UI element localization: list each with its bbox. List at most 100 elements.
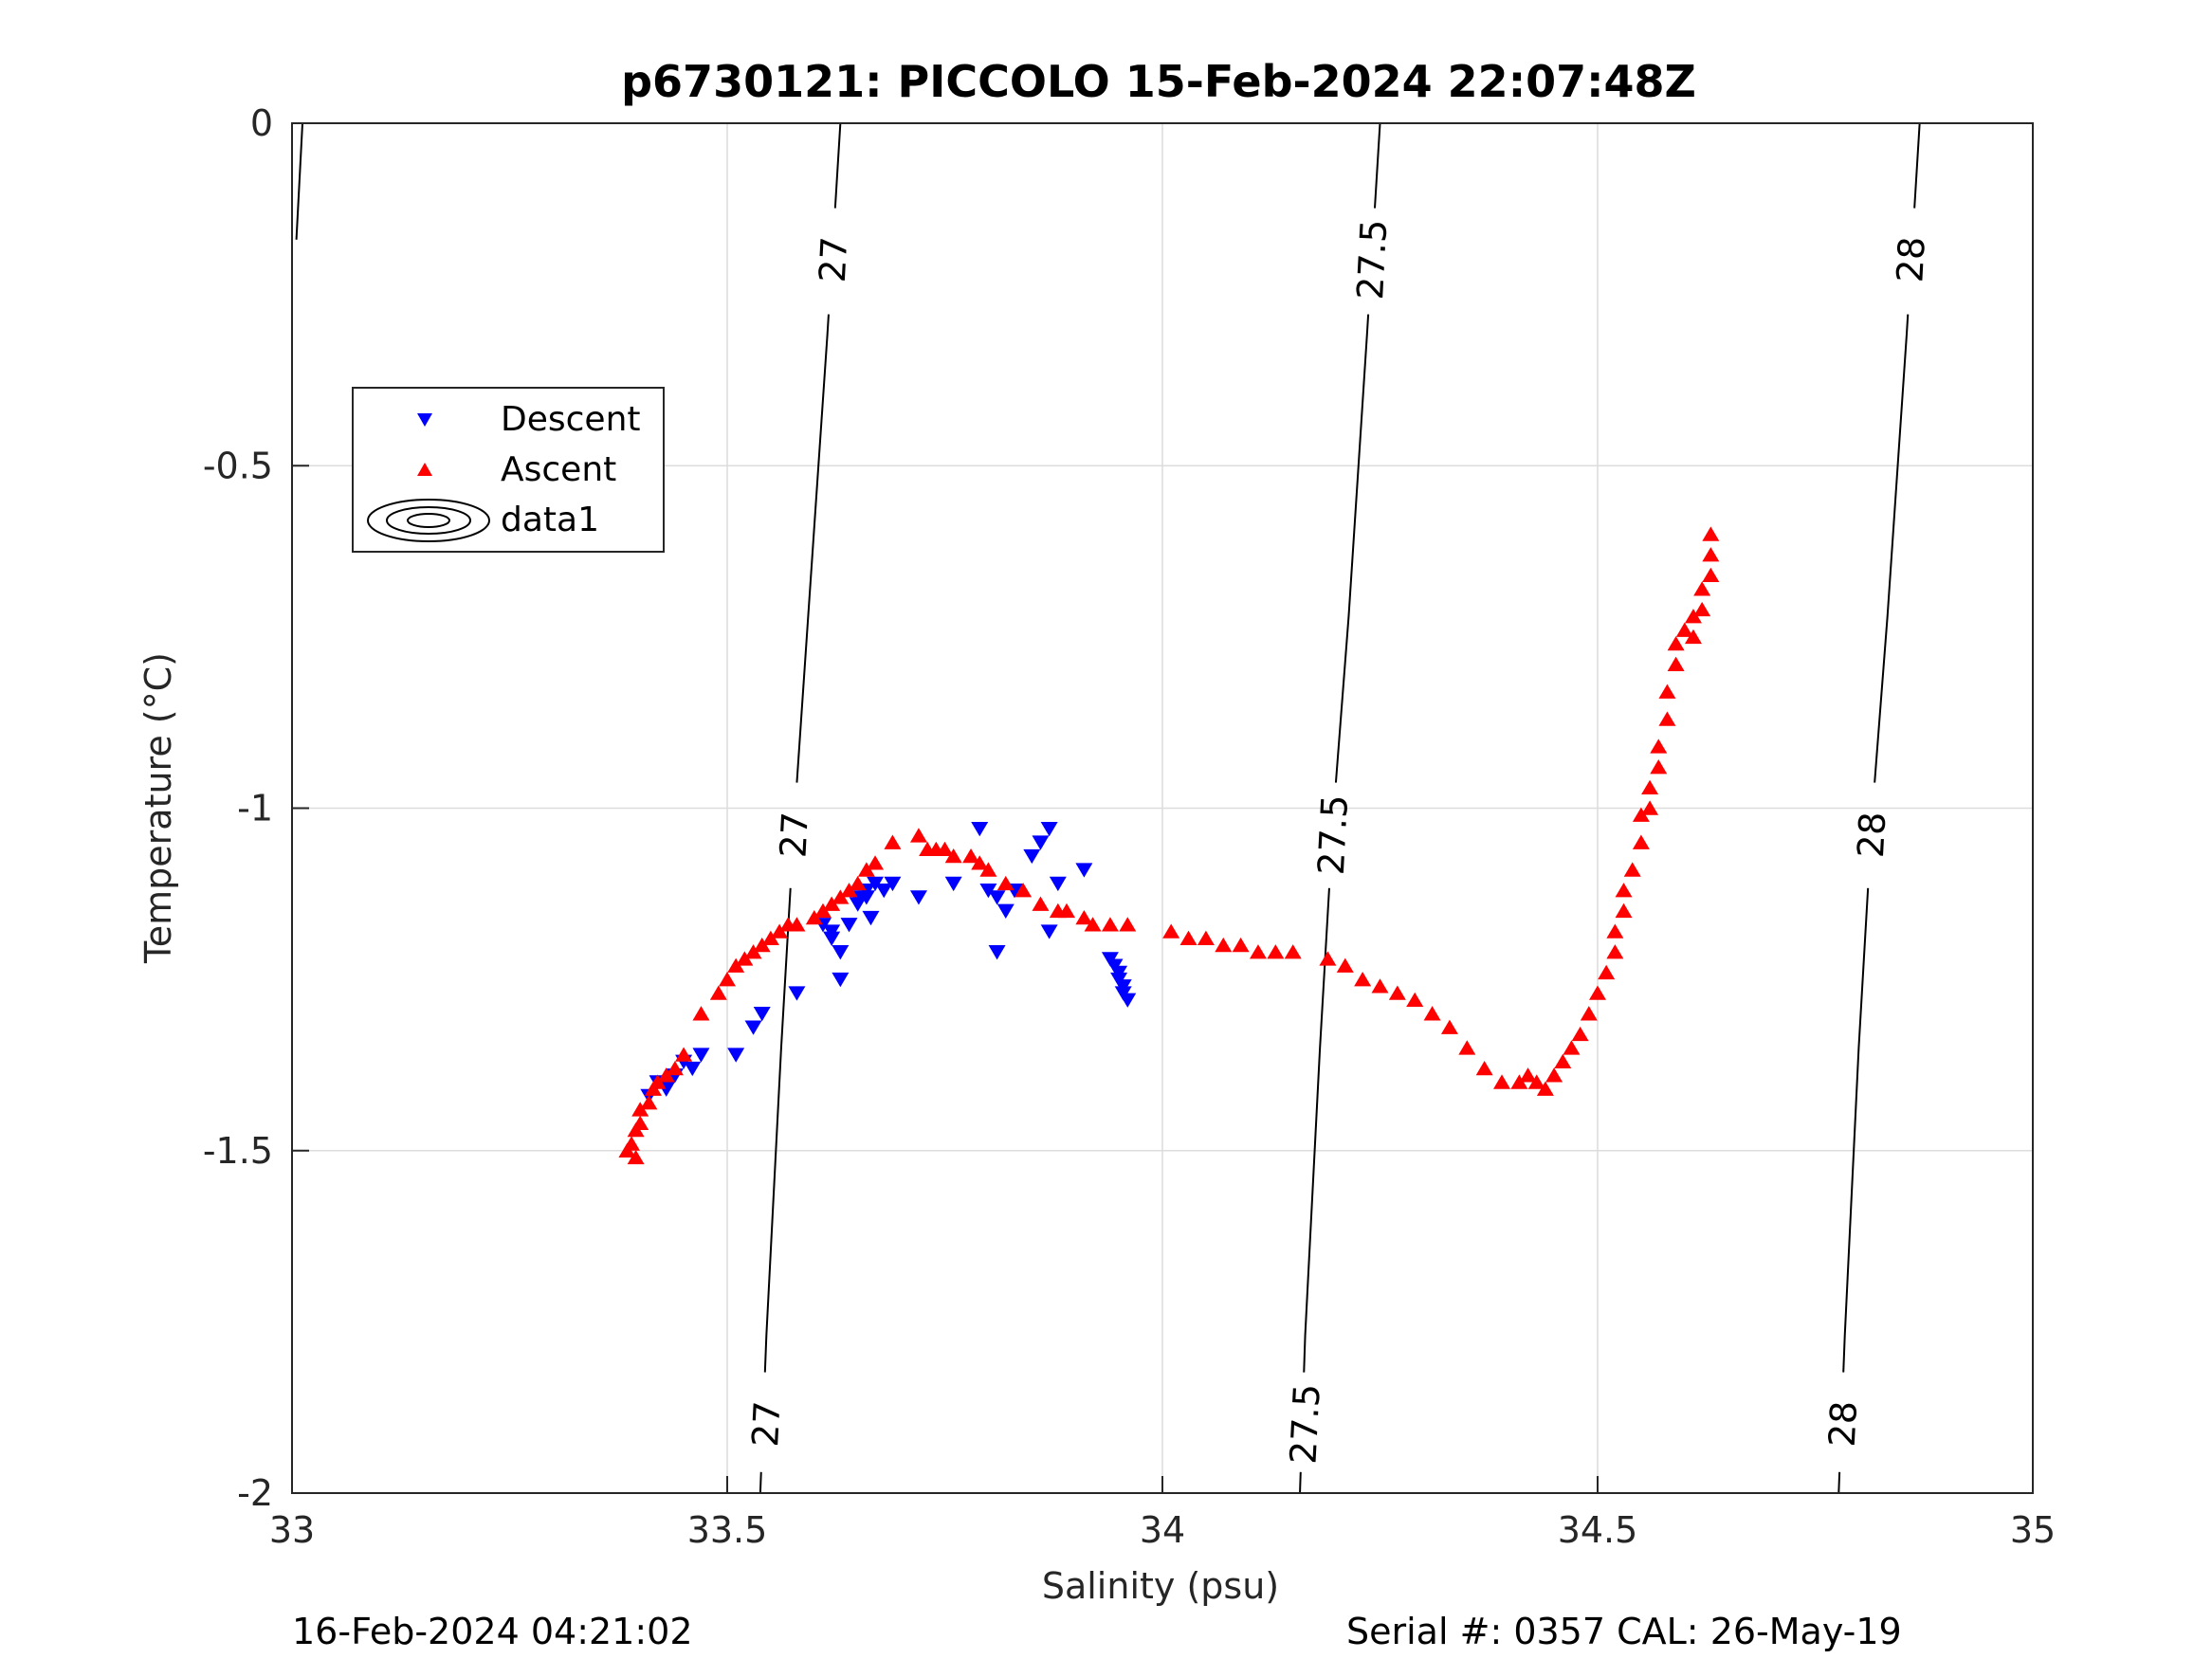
ascent-point: [1319, 951, 1337, 966]
descent-point: [979, 884, 997, 899]
ascent-point: [623, 1136, 641, 1151]
contour-label-27: 27: [812, 236, 855, 284]
descent-point: [1075, 863, 1093, 878]
ascent-series: [618, 526, 1720, 1165]
ascent-point: [849, 875, 867, 891]
ascent-point: [1641, 800, 1659, 815]
contour-label-27.5: 27.5: [1349, 218, 1395, 301]
ascent-point: [1388, 985, 1406, 1000]
ascent-point: [1179, 930, 1197, 945]
contour-label-27.5: 27.5: [1310, 793, 1356, 876]
ascent-point: [736, 951, 754, 966]
ascent-point: [1101, 917, 1119, 932]
descent-point: [988, 945, 1006, 960]
contour-line-27.5: [1299, 1471, 1302, 1494]
descent-point: [996, 903, 1015, 919]
ascent-point: [962, 848, 980, 864]
x-axis-label: Salinity (psu): [1042, 1565, 1279, 1607]
contour-label-27.5: 27.5: [1282, 1383, 1327, 1466]
ascent-point: [1702, 547, 1720, 562]
ascent-point: [1641, 779, 1659, 795]
ascent-point: [1667, 636, 1685, 651]
ascent-point: [1232, 937, 1250, 953]
ascent-point: [1510, 1074, 1528, 1089]
descent-point: [832, 945, 850, 960]
ascent-point: [1075, 910, 1093, 925]
ascent-point: [1650, 759, 1668, 775]
x-tick-label: 34: [1140, 1509, 1185, 1551]
y-tick-label: -2: [237, 1472, 273, 1514]
y-tick-label: -0.5: [203, 445, 273, 486]
ascent-point: [1702, 567, 1720, 583]
contour-line-28: [1837, 1471, 1841, 1494]
descent-point: [1119, 993, 1137, 1008]
descent-series: [640, 821, 1137, 1104]
ascent-point: [1606, 944, 1624, 959]
legend-contour-icon: [367, 499, 490, 542]
ascent-point: [1554, 1053, 1572, 1069]
ascent-point: [1658, 711, 1676, 726]
ascent-point: [857, 862, 875, 877]
ascent-point: [666, 1060, 684, 1076]
ascent-point: [1615, 883, 1633, 898]
ascent-point: [1058, 902, 1076, 919]
axes-frame: [291, 122, 2034, 1494]
ascent-point: [1406, 992, 1424, 1007]
legend-data1-label: data1: [501, 501, 599, 539]
ascent-point: [1032, 896, 1050, 911]
ascent-point: [979, 862, 997, 877]
descent-point: [862, 910, 880, 926]
ascent-point: [996, 875, 1015, 891]
x-tick-label: 34.5: [1558, 1509, 1638, 1551]
ascent-point: [744, 944, 762, 959]
ascent-point: [1458, 1040, 1476, 1055]
ascent-point: [631, 1115, 649, 1131]
descent-point: [832, 972, 850, 988]
ascent-point: [709, 985, 727, 1000]
ascent-point: [1632, 834, 1650, 849]
ascent-point: [1684, 629, 1702, 645]
ascent-point: [936, 841, 954, 857]
contour-line-28: [1842, 887, 1870, 1373]
x-tick-label: 35: [2010, 1509, 2056, 1551]
ascent-point: [1693, 581, 1711, 596]
descent-point: [840, 918, 858, 933]
ascent-point: [1693, 601, 1711, 617]
descent-point: [744, 1020, 762, 1035]
ascent-point: [884, 834, 902, 849]
contour-label-27: 27: [772, 811, 815, 859]
ascent-point: [840, 883, 858, 898]
descent-point: [684, 1061, 702, 1077]
contour-line-fragment: [295, 122, 304, 240]
footer-timestamp: 16-Feb-2024 04:21:02: [292, 1611, 693, 1652]
ascent-point: [657, 1067, 675, 1083]
descent-point: [988, 890, 1006, 905]
ascent-point: [1440, 1019, 1458, 1034]
plot-area: 27 27 27 27.5 27.5 27.5 28 28 28: [291, 122, 2034, 1494]
ascent-point: [675, 1047, 693, 1062]
footer-serial-cal: Serial #: 0357 CAL: 26-May-19: [1346, 1611, 1902, 1652]
ascent-point: [1162, 923, 1180, 939]
ascent-point: [1632, 807, 1650, 822]
ascent-point: [640, 1095, 658, 1110]
ascent-point: [692, 1006, 710, 1021]
ascent-point: [1119, 917, 1137, 932]
ascent-point: [1606, 923, 1624, 939]
legend-descent-label: Descent: [501, 400, 641, 439]
legend-descent-marker: [417, 413, 432, 427]
x-tick-label: 33.5: [687, 1509, 768, 1551]
legend-ascent-label: Ascent: [501, 450, 616, 489]
ascent-point: [1589, 985, 1606, 1000]
ascent-point: [1249, 944, 1267, 959]
ascent-point: [753, 937, 771, 953]
ascent-point: [1015, 883, 1033, 898]
contour-line-27: [763, 887, 792, 1373]
descent-point: [1040, 821, 1058, 837]
ascent-point: [909, 828, 927, 843]
ascent-point: [1675, 622, 1693, 637]
descent-point: [823, 931, 841, 946]
contour-line-27.5: [1334, 314, 1370, 783]
descent-point: [753, 1007, 771, 1022]
ascent-point: [1519, 1067, 1537, 1083]
